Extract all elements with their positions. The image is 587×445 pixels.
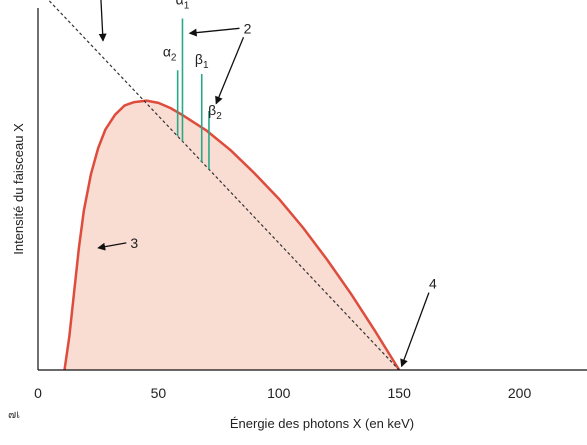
emission-line-label-β1: β1	[195, 51, 209, 71]
emission-line-subscript: 2	[171, 52, 177, 63]
emission-line-subscript: 1	[184, 1, 190, 12]
x-tick-label: 50	[151, 385, 167, 401]
emission-line-label-α1: α1	[176, 0, 190, 12]
y-axis-label: Intensité du faisceau X	[11, 123, 26, 255]
x-tick-label: 150	[388, 385, 412, 401]
emission-line-label-β2: β2	[208, 102, 222, 122]
annotation-arrow-1	[98, 0, 107, 42]
emission-line-label-α2: α2	[163, 43, 177, 63]
x-tick-label: 100	[267, 385, 291, 401]
x-axis-label: Énergie des photons X (en keV)	[230, 416, 414, 431]
spectrum-curve	[63, 99, 401, 371]
characteristic-line-labels: α2 α1 β1 β2	[163, 0, 222, 122]
plot-area: α2 α1 β1 β2 1 2 3 4	[47, 0, 437, 371]
spectrum-area-fill	[64, 100, 400, 370]
x-tick-label: 200	[508, 385, 532, 401]
emission-line-subscript: 2	[216, 111, 222, 122]
annotation-arrow-2	[215, 37, 245, 105]
annotation-2: 2	[244, 20, 252, 36]
annotation-arrow-4	[400, 292, 430, 368]
annotations: 1 2 3 4	[97, 0, 437, 368]
x-axis-ticks: 0 50 100 150 200	[34, 385, 531, 401]
annotation-4: 4	[429, 276, 437, 292]
annotation-arrow-3	[97, 242, 127, 251]
x-tick-label: 0	[34, 385, 42, 401]
annotation-arrow-2	[188, 27, 240, 37]
characteristic-lines	[176, 18, 210, 170]
corner-mark: ๗เ	[8, 409, 20, 421]
annotation-3: 3	[130, 235, 138, 251]
emission-line-subscript: 1	[203, 60, 209, 71]
